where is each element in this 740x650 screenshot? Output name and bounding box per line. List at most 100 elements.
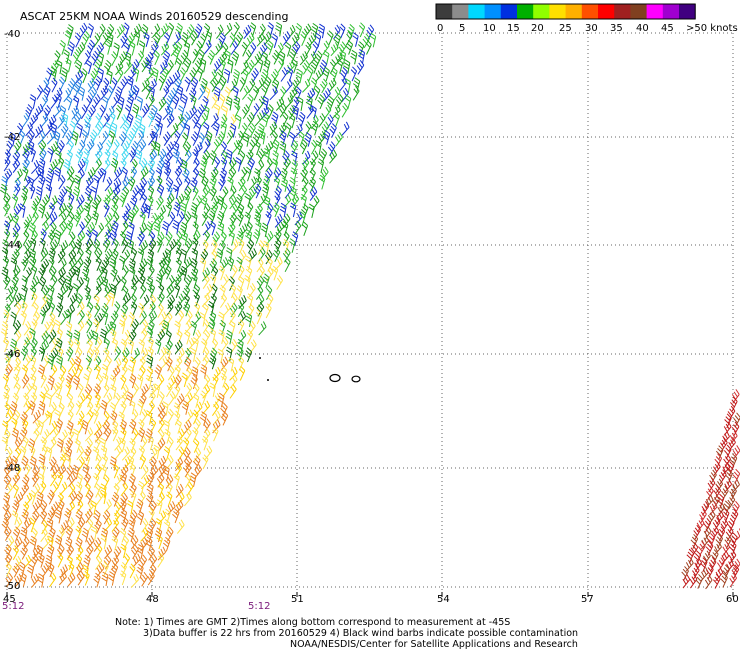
wind-barb [5,410,14,425]
wind-barb [704,574,713,590]
wind-barb [77,221,86,236]
wind-barb [117,95,125,111]
wind-barb [100,489,107,505]
wind-barb [732,445,740,460]
wind-barb [305,95,313,111]
wind-barb [63,158,71,174]
wind-barb [82,265,90,281]
wind-barb [38,346,46,362]
wind-barb [59,365,67,381]
wind-barb [67,41,75,57]
wind-barb [41,562,50,578]
wind-barb [73,338,81,354]
wind-barb [23,392,30,408]
wind-barb [81,419,89,435]
wind-barb [126,94,134,109]
wind-barb [11,212,19,228]
wind-barb [216,68,224,84]
wind-barb [175,435,183,451]
wind-barb [94,453,102,469]
wind-barb [68,249,77,264]
wind-barb [136,130,145,145]
wind-barb [731,479,740,494]
wind-barb [115,61,124,76]
wind-barb [262,273,270,289]
wind-barb [95,543,103,559]
wind-barb [36,491,44,506]
wind-barb [53,103,62,118]
wind-barb [263,58,271,73]
wind-barb [40,373,47,388]
wind-barb [31,275,40,290]
colorbar-label: 0 [437,23,443,34]
y-tick-label: -40 [4,29,20,40]
wind-barb [273,167,282,182]
wind-barb [50,141,59,156]
wind-barb [156,499,163,514]
wind-barb [130,409,139,424]
wind-barb [147,175,156,191]
wind-barb [82,30,90,46]
wind-barb [113,473,123,488]
wind-barb [183,122,191,138]
wind-barb [200,364,208,379]
wind-barb [66,555,73,570]
wind-barb [271,33,278,49]
wind-barb [120,427,127,443]
wind-barb [12,500,20,515]
wind-barb [149,149,158,164]
wind-barb [229,320,236,335]
wind-barb [3,474,12,490]
wind-barb [711,525,720,541]
wind-barb [155,195,164,211]
wind-barb [287,24,296,40]
wind-barb [141,103,150,118]
wind-barb [149,456,157,471]
wind-barb [192,283,201,299]
wind-barb [86,318,93,334]
wind-barb [47,489,55,505]
wind-barb [701,501,710,516]
wind-barb [92,446,100,461]
wind-barb [280,167,288,183]
wind-barb [157,429,165,444]
wind-barb [109,229,117,245]
wind-barb [174,130,181,146]
wind-barb [260,105,270,120]
wind-barb [77,158,86,174]
wind-barb [261,51,268,67]
wind-barb [162,50,171,66]
wind-barb [211,338,219,353]
wind-barb [186,24,195,39]
wind-barb [94,364,101,380]
wind-barb [140,328,148,344]
wind-barb [5,572,14,588]
wind-barb [139,157,148,173]
wind-barb [98,23,106,39]
wind-barb [65,536,73,552]
wind-barb [94,428,103,443]
note-line-3: NOAA/NESDIS/Center for Satellite Applica… [290,639,578,650]
wind-barb [42,302,51,317]
wind-barb [177,105,185,120]
wind-barb [130,535,139,550]
wind-barb [96,120,104,136]
wind-barb [162,465,170,480]
wind-barb [192,337,199,352]
wind-barb [184,274,193,290]
wind-barb [219,167,227,183]
islet [259,357,261,359]
wind-barb [57,266,66,282]
wind-barb [20,445,27,461]
wind-barb [162,220,170,236]
wind-barb [57,492,64,508]
wind-barb [93,194,102,210]
wind-barb [147,320,155,335]
wind-barb [110,157,119,173]
wind-barb [330,42,339,57]
wind-barb [165,150,174,165]
wind-barb [83,256,92,272]
wind-barb [343,59,351,74]
wind-barb [291,231,299,247]
wind-barb [111,491,120,507]
